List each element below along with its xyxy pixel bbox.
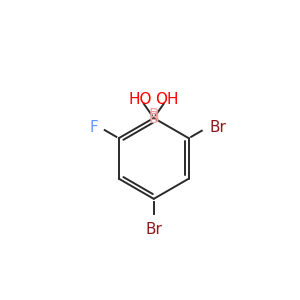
Text: HO: HO: [129, 92, 152, 106]
Text: OH: OH: [155, 92, 179, 106]
Text: Br: Br: [145, 222, 162, 237]
Text: B: B: [148, 108, 159, 123]
Text: F: F: [90, 120, 98, 135]
Text: Br: Br: [209, 120, 226, 135]
Text: B: B: [148, 110, 159, 125]
